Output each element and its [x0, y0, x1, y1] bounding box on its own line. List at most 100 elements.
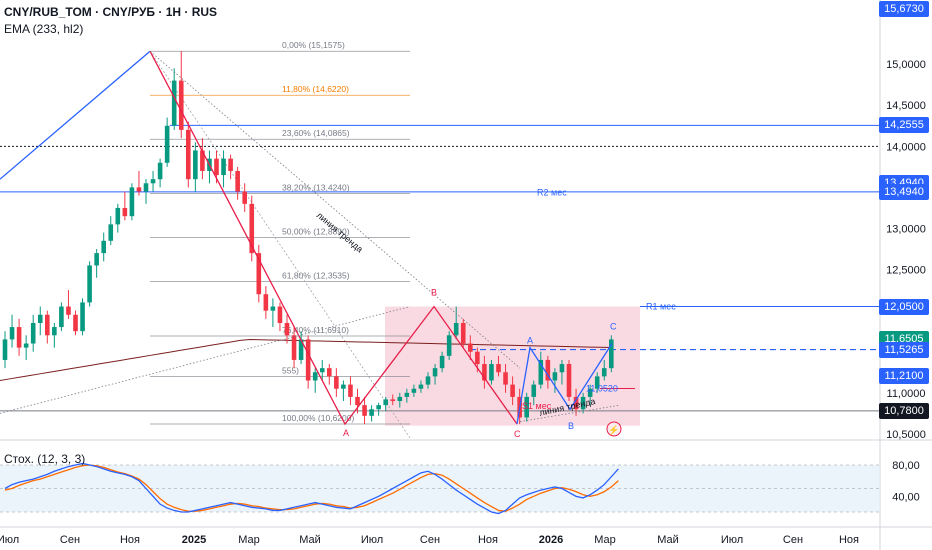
fib-label: 11,80% (14,6220)	[282, 84, 349, 94]
price-tag[interactable]: 14,2555	[879, 117, 929, 134]
candle-body	[37, 314, 43, 323]
price-tick-label: 13,0000	[886, 223, 926, 235]
blue-wave-line	[0, 50, 151, 180]
candle-body	[566, 364, 572, 397]
candle-body	[298, 339, 304, 360]
candle-body	[538, 359, 544, 385]
candle-body	[559, 364, 565, 373]
candle-body	[411, 388, 417, 393]
fib-label: 0,00% (15,1575)	[282, 40, 345, 50]
time-tick-label: Июл	[0, 534, 19, 546]
time-tick-label: 2025	[182, 534, 206, 546]
symbol-title[interactable]: CNY/RUB_TOM · CNY/РУБ · 1H · RUS	[4, 5, 218, 19]
candle-body	[334, 376, 339, 389]
price-tag[interactable]: 15,6730	[879, 0, 929, 17]
candle-body	[503, 372, 508, 385]
candle-body	[249, 203, 255, 254]
candle-body	[439, 355, 445, 369]
price-tag[interactable]: 10,7800	[879, 402, 929, 419]
fib-retracement: 0,00% (15,1575) 11,80% (14,6220) 23,60% (1…	[149, 40, 411, 439]
candle-body	[609, 339, 614, 369]
candle-body	[23, 343, 29, 348]
candle-body	[594, 376, 600, 389]
candle-body	[305, 339, 311, 381]
candle-body	[425, 376, 431, 385]
candle-body	[150, 179, 156, 184]
candle-body	[446, 335, 452, 356]
candle-body	[9, 327, 15, 340]
candle-body	[129, 187, 135, 217]
wave-point-c-red: C	[514, 429, 521, 439]
blue-zigzag	[516, 343, 613, 425]
stochastic-title[interactable]: Стох. (12, 3, 3)	[4, 452, 86, 466]
candle-body	[482, 364, 487, 381]
candle-body	[214, 158, 219, 176]
wave-point-b-blue: B	[568, 421, 574, 431]
price-tick-label: 14,0000	[886, 141, 926, 153]
price-tag[interactable]: 11,5265	[879, 341, 929, 358]
candle-body	[327, 368, 332, 377]
candle-body	[404, 392, 410, 397]
candle-body	[468, 343, 473, 352]
candle-body	[355, 396, 360, 406]
candle-body	[171, 80, 177, 126]
candle-body	[369, 409, 374, 416]
candle-body	[186, 129, 191, 180]
candle-body	[510, 384, 515, 397]
ema-indicator-title[interactable]: EMA (233, hl2)	[4, 22, 84, 36]
fib-label: 23,60% (14,0865)	[282, 128, 350, 138]
red-zigzag	[149, 50, 518, 426]
candle-body	[460, 322, 466, 344]
candle-body	[45, 314, 50, 336]
candle-body	[418, 384, 424, 389]
r1-label: R1 мес	[646, 302, 676, 312]
fib-trend-diagonal	[149, 51, 411, 439]
trend-line-2	[519, 404, 621, 422]
ema-233-line	[0, 338, 611, 381]
candle-body	[80, 302, 85, 332]
price-tag[interactable]: 12,0500	[879, 298, 929, 315]
time-tick-label: Сен	[60, 534, 80, 546]
candle-body	[256, 253, 262, 295]
stoch-tick-label: 80,00	[892, 460, 920, 472]
candle-body	[164, 125, 170, 163]
candle-body	[376, 405, 381, 410]
trend-line-1	[149, 50, 521, 369]
price-tag[interactable]: 13,4940	[879, 183, 929, 200]
time-tick-label: Ноя	[120, 534, 140, 546]
stoch-k-line	[4, 462, 619, 515]
time-tick-label: Мар	[594, 534, 616, 546]
fib-label: 50,00% (12,8890)	[282, 227, 350, 237]
candle-body	[2, 339, 8, 360]
candle-body	[531, 384, 537, 397]
price-tick-label: 15,0000	[886, 59, 926, 71]
range-zone	[385, 306, 640, 426]
candle-body	[277, 306, 283, 323]
lightning-glyph: ⚡	[608, 424, 619, 436]
candle-body	[573, 396, 579, 410]
candle-body	[73, 314, 78, 332]
wave-point-c-blue: C	[610, 322, 617, 332]
candle-body	[390, 399, 396, 402]
time-tick-label: Мар	[238, 534, 260, 546]
price-tick-label: 11,0000	[887, 388, 926, 400]
price-tag[interactable]: 11,2100	[879, 367, 929, 384]
candle-body	[580, 396, 586, 410]
time-tick-label: Май	[657, 534, 679, 546]
fib-label: 555)	[282, 365, 299, 375]
candle-body	[30, 322, 36, 344]
fib-label: 76,40% (11,6910)	[282, 325, 349, 335]
candle-body	[319, 368, 325, 373]
candle-body	[587, 388, 593, 397]
candle-body	[263, 294, 269, 311]
wave-point-b-red: B	[431, 288, 437, 298]
stoch-d-line	[4, 464, 619, 512]
time-tick-label: Июл	[361, 534, 383, 546]
candle-body	[475, 351, 480, 365]
candles	[2, 51, 614, 425]
candle-body	[242, 191, 247, 204]
candle-body	[108, 224, 114, 241]
time-tick-label: Ноя	[478, 534, 498, 546]
candle-body	[221, 158, 226, 176]
